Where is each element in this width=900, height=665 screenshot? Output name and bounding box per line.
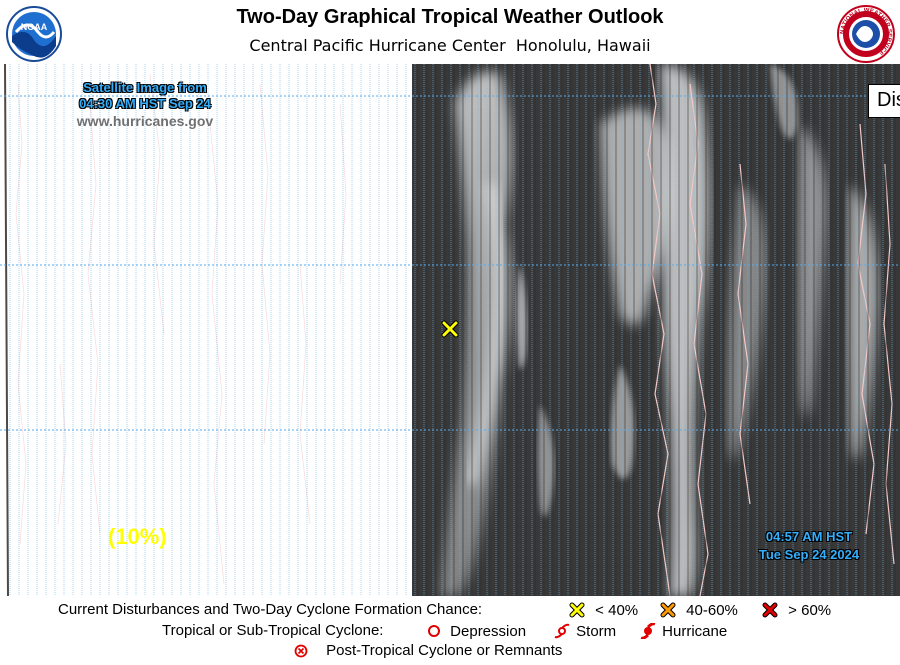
map-canvas [0, 64, 900, 596]
disturbance-marker-low [441, 320, 459, 338]
legend-hurricane: Hurricane [640, 623, 727, 640]
formation-chance-label: (10%) [108, 524, 167, 549]
outlook-map: Satellite Image from 04:30 AM HST Sep 24… [0, 64, 900, 596]
legend-hurricane-label: Hurricane [662, 623, 728, 640]
legend-high-chance: > 60% [762, 602, 831, 619]
legend: Current Disturbances and Two-Day Cyclone… [0, 596, 900, 665]
hurricane-symbol-icon [640, 623, 656, 639]
svg-text:NOAA: NOAA [21, 22, 48, 32]
no-data-region [0, 64, 412, 596]
legend-row1-label: Current Disturbances and Two-Day Cyclone… [58, 601, 483, 618]
red-x-icon [762, 602, 778, 618]
legend-storm: Storm [554, 623, 616, 640]
latitude-gridlines [0, 95, 900, 431]
legend-depression-label: Depression [450, 623, 527, 640]
legend-low-chance: < 40% [569, 602, 638, 619]
legend-depression: Depression [428, 623, 526, 640]
legend-mid-label: 40-60% [686, 602, 738, 619]
depression-ring-icon [428, 625, 440, 637]
noaa-logo: NOAA [6, 6, 62, 62]
yellow-x-icon [569, 602, 585, 618]
longitude-gridlines [9, 64, 893, 596]
satellite-caption-line2: 04:30 AM HST Sep 24 [79, 96, 211, 111]
satellite-caption-line1: Satellite Image from [83, 80, 207, 95]
satellite-caption: Satellite Image from 04:30 AM HST Sep 24 [62, 80, 228, 112]
page-title: Two-Day Graphical Tropical Weather Outlo… [236, 6, 664, 28]
legend-low-label: < 40% [595, 602, 639, 619]
legend-post-tropical-label: Post-Tropical Cyclone or Remnants [326, 642, 563, 659]
page-subtitle: Central Pacific Hurricane Center Honolul… [249, 36, 651, 55]
issue-time: 04:57 AM HST [765, 529, 853, 544]
satellite-scanlines [417, 64, 896, 596]
legend-storm-label: Storm [576, 623, 617, 640]
legend-high-label: > 60% [788, 602, 832, 619]
source-url: www.hurricanes.gov [76, 113, 214, 129]
legend-row2-label: Tropical or Sub-Tropical Cyclone: [162, 622, 384, 639]
header: NOAA Two-Day Graphical Tropical Weather … [0, 0, 900, 64]
disturbance-label-box: Dis [868, 84, 900, 118]
legend-mid-chance: 40-60% [660, 602, 738, 619]
orange-x-icon [660, 602, 676, 618]
post-tropical-icon [294, 644, 308, 658]
legend-post-tropical: Post-Tropical Cyclone or Remnants [294, 642, 562, 659]
nws-logo: NATIONAL WEATHER SERVICE [836, 4, 896, 64]
issue-date: Tue Sep 24 2024 [758, 547, 860, 562]
storm-symbol-icon [554, 623, 570, 639]
